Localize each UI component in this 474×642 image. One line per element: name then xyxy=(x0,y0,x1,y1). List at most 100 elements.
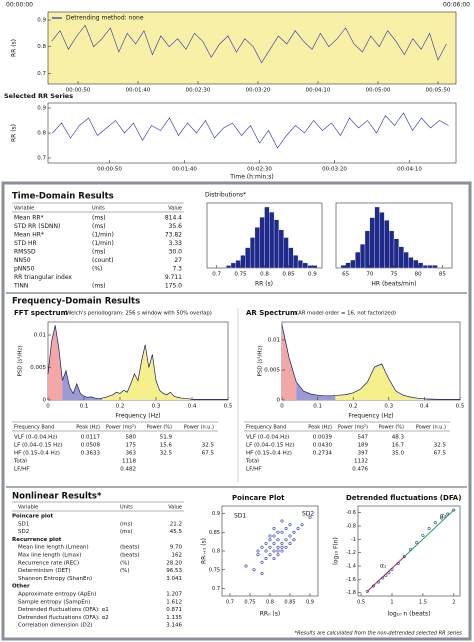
x-tick-label: 00:02:30 xyxy=(186,88,211,94)
table-header: Peak (Hz) xyxy=(308,425,332,431)
y-tick-label: 0.8 xyxy=(37,44,46,50)
x-axis-label: HR (beats/min) xyxy=(371,281,416,288)
table-cell: NN50 xyxy=(14,257,31,264)
scatter-point xyxy=(284,545,288,549)
table-cell: 0.482 xyxy=(120,467,136,473)
x-tick-label: 00:01:40 xyxy=(172,167,197,173)
chart-title: Selected RR Series xyxy=(4,92,73,100)
scatter-point xyxy=(272,534,276,538)
table-cell: VLF (0–0.04 Hz) xyxy=(14,435,57,441)
table-cell: Shannon Entropy (ShanEn) xyxy=(18,576,92,582)
table-cell: SD1 xyxy=(18,521,29,527)
scatter-point xyxy=(264,549,268,553)
histogram-bar xyxy=(312,265,318,269)
table-cell: Sample entropy (SampEn) xyxy=(18,599,90,605)
table-header: Value xyxy=(168,206,182,212)
table-header: Power (n.u.) xyxy=(184,425,214,431)
table-cell: 3.146 xyxy=(166,623,182,629)
table-cell: 27 xyxy=(174,257,182,264)
scatter-point xyxy=(446,512,450,516)
rr-series-line xyxy=(51,24,447,64)
plot-area xyxy=(357,505,461,597)
table-header: Peak (Hz) xyxy=(76,425,100,431)
x-tick-label: 0 xyxy=(46,404,50,410)
y-tick-label: 0.01 xyxy=(268,338,280,344)
table-cell: (ms) xyxy=(92,223,106,230)
scatter-point xyxy=(402,555,406,559)
x-tick-label: 0 xyxy=(280,404,284,410)
table-cell: 397 xyxy=(358,451,369,457)
scatter-point xyxy=(264,556,268,560)
y-tick-label: 0.7 xyxy=(212,586,220,592)
scatter-point xyxy=(280,541,284,545)
scatter-point xyxy=(268,553,272,557)
x-tick-label: 0.2 xyxy=(349,404,358,410)
y-tick-label: -1.6 xyxy=(346,577,356,583)
table-cell: 1.207 xyxy=(166,592,182,598)
table-cell: 0.0508 xyxy=(81,443,101,449)
chart-title: Poincare Plot xyxy=(232,494,285,502)
scatter-point xyxy=(280,549,284,553)
annotation: SD1 xyxy=(234,513,246,520)
table-header: Power (n.u.) xyxy=(416,425,446,431)
table-cell: (ms) xyxy=(92,249,106,256)
histogram-bar xyxy=(384,220,390,269)
table-cell: 0.0430 xyxy=(313,443,333,449)
histogram-bar xyxy=(240,255,246,269)
table-cell: VLF (0–0.04 Hz) xyxy=(246,435,289,441)
table-cell: STD HR xyxy=(14,240,37,247)
y-tick-label: 0.01 xyxy=(34,333,46,339)
table-cell: 814.4 xyxy=(165,215,182,222)
x-axis-label: Time (h:min:s) xyxy=(229,174,274,181)
x-tick-label: 00:01:40 xyxy=(126,88,151,94)
scatter-point xyxy=(296,526,300,530)
table-cell: Recurrence rate (REC) xyxy=(18,560,79,566)
table-header: Power (%) xyxy=(379,425,404,431)
x-tick-label: 75 xyxy=(391,272,398,278)
table-cell: 363 xyxy=(126,451,137,457)
x-tick-label: 85 xyxy=(439,272,446,278)
table-cell: 0.0039 xyxy=(313,435,333,441)
x-tick-label: 0.3 xyxy=(152,404,161,410)
table-cell: 32.5 xyxy=(160,451,173,457)
scatter-point xyxy=(272,526,276,530)
table-cell: 30.0 xyxy=(169,249,183,256)
scatter-point xyxy=(272,556,276,560)
y-tick-label: 0.7 xyxy=(37,156,46,162)
scatter-point xyxy=(396,561,400,565)
scatter-point xyxy=(415,541,419,545)
table-cell: TINN xyxy=(13,283,28,290)
table-cell: 3.33 xyxy=(169,240,183,247)
y-axis-label: RRₙ₊₁ (s) xyxy=(201,538,208,564)
scatter-point xyxy=(371,584,375,588)
table-header: Units xyxy=(92,206,105,212)
scatter-point xyxy=(264,541,268,545)
y-tick-label: 0.9 xyxy=(37,106,46,112)
x-tick-label: 00:05:00 xyxy=(366,88,391,94)
band-fill xyxy=(102,344,192,400)
histogram-bar xyxy=(249,237,256,269)
scatter-point xyxy=(427,527,431,531)
plot-area xyxy=(47,11,457,85)
table-cell: 189 xyxy=(358,443,369,449)
x-tick-label: 1 xyxy=(390,600,393,606)
scatter-point xyxy=(272,549,276,553)
x-tick-label: 00:04:10 xyxy=(397,167,422,173)
table-cell: 48.3 xyxy=(392,435,405,441)
y-tick-label: -1 xyxy=(351,537,356,543)
table-cell: 67.5 xyxy=(434,451,447,457)
histogram-bar xyxy=(360,243,366,269)
x-tick-label: 0.75 xyxy=(244,600,255,606)
table-cell: 162 xyxy=(172,553,183,559)
scatter-point xyxy=(272,541,276,545)
annotation: α₂ xyxy=(440,513,447,520)
annotation: SD2 xyxy=(302,511,314,518)
table-cell: 9.70 xyxy=(170,545,183,551)
scatter-point xyxy=(409,547,413,551)
table-cell: STD RR (SDNN) xyxy=(14,223,60,230)
scatter-point xyxy=(452,508,456,512)
histogram-bar xyxy=(226,265,232,269)
table-cell: 21.2 xyxy=(170,521,182,527)
scatter-point xyxy=(384,573,388,577)
histogram-bar xyxy=(235,260,241,269)
